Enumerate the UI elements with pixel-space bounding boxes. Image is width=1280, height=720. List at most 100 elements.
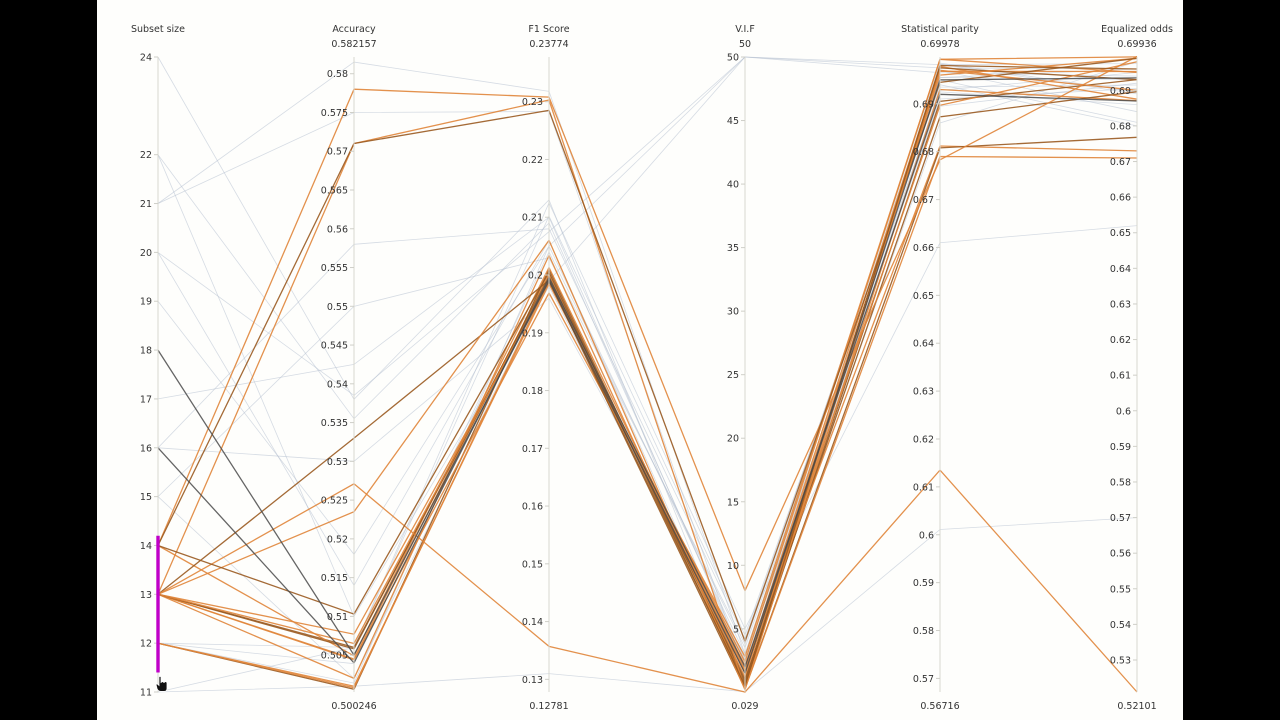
- axis-sp-title: Statistical parity: [901, 24, 979, 35]
- axis-acc-tick-label-10: 0.555: [321, 263, 348, 274]
- data-line-37: [157, 56, 1138, 680]
- parallel-coordinates-plot: Subset size 11 12 13 14 15 16 17 18 19 20 21 22 24 Acc…: [131, 24, 1173, 712]
- axis-subset-tick-label-7: 18: [140, 346, 152, 357]
- axis-sp-tick-label-12: 0.69: [913, 99, 934, 110]
- axis-eo-tick-label-12: 0.65: [1110, 228, 1131, 239]
- axis-vif-tick-label-5: 30: [727, 307, 739, 318]
- axis-eo-tick-label-9: 0.62: [1110, 335, 1131, 346]
- axis-subset-tick-label-8: 19: [140, 297, 152, 308]
- axis-acc-tick-label-15: 0.58: [327, 69, 348, 80]
- axis-sp-tick-label-2: 0.59: [913, 578, 934, 589]
- axis-subset-tick-label-12: 24: [140, 53, 152, 64]
- axis-sp-tick-label-9: 0.66: [913, 243, 934, 254]
- axis-eo-min-label: 0.52101: [1117, 701, 1156, 712]
- axis-subset-tick-label-6: 17: [140, 394, 152, 405]
- axis-f1-min-label: 0.12781: [529, 701, 568, 712]
- axis-eo-tick-label-4: 0.57: [1110, 513, 1131, 524]
- axis-sp-tick-label-5: 0.62: [913, 434, 934, 445]
- axis-eo-tick-label-10: 0.63: [1110, 299, 1131, 310]
- axis-f1-tick-label-0: 0.13: [522, 675, 543, 686]
- polyline-layer: [157, 55, 1138, 693]
- axis-f1-tick-label-10: 0.23: [522, 97, 543, 108]
- axis-eo-tick-label-3: 0.56: [1110, 549, 1131, 560]
- axis-eo-tick-label-15: 0.68: [1110, 121, 1131, 132]
- data-line-8: [157, 58, 1138, 661]
- axis-subset-tick-label-5: 16: [140, 443, 152, 454]
- axis-acc-tick-label-2: 0.515: [321, 573, 348, 584]
- axis-vif-tick-label-7: 40: [727, 180, 739, 191]
- axis-eo-tick-label-0: 0.53: [1110, 655, 1131, 666]
- data-line-22: [157, 77, 1138, 665]
- axis-eo-tick-label-5: 0.58: [1110, 477, 1131, 488]
- axis-acc-tick-label-9: 0.55: [327, 302, 348, 313]
- axis-vif-tick-label-1: 10: [727, 561, 739, 572]
- axis-sp-tick-label-6: 0.63: [913, 387, 934, 398]
- axis-acc-max-label: 0.582157: [331, 39, 376, 50]
- axis-sp-min-label: 0.56716: [920, 701, 959, 712]
- axis-subset-tick-label-10: 21: [140, 199, 152, 210]
- axis-subset-tick-label-9: 20: [140, 248, 152, 259]
- axis-subset-tick-label-3: 14: [140, 541, 152, 552]
- axis-f1-title: F1 Score: [528, 24, 569, 35]
- axis-eo-tick-label-13: 0.66: [1110, 193, 1131, 204]
- axis-vif-tick-label-3: 20: [727, 434, 739, 445]
- axis-acc-tick-label-5: 0.53: [327, 457, 348, 468]
- data-line-25: [157, 201, 1138, 693]
- data-line-30: [157, 56, 1138, 396]
- axis-sp-tick-label-10: 0.67: [913, 195, 934, 206]
- data-line-7: [157, 61, 1138, 676]
- axis-f1-tick-label-2: 0.15: [522, 559, 543, 570]
- data-line-23: [157, 84, 1138, 648]
- axis-eo-tick-label-8: 0.61: [1110, 371, 1131, 382]
- hand-cursor-icon: [155, 676, 168, 692]
- axis-acc-tick-label-1: 0.51: [327, 612, 348, 623]
- axis-sp-tick-label-0: 0.57: [913, 674, 934, 685]
- chart-canvas: Subset size 11 12 13 14 15 16 17 18 19 20 21 22 24 Acc…: [97, 0, 1183, 720]
- axis-vif-tick-label-0: 5: [733, 624, 739, 635]
- axis-acc-tick-label-3: 0.52: [327, 534, 348, 545]
- axis-subset-tick-label-4: 15: [140, 492, 152, 503]
- data-line-18: [157, 64, 1138, 688]
- axis-eo-tick-label-16: 0.69: [1110, 86, 1131, 97]
- axis-eo-tick-label-7: 0.6: [1116, 406, 1131, 417]
- axis-sp-tick-label-1: 0.58: [913, 626, 934, 637]
- axes-layer: Subset size 11 12 13 14 15 16 17 18 19 20 21 22 24 Acc…: [131, 24, 1173, 712]
- data-line-20: [157, 93, 1138, 669]
- data-line-13: [157, 55, 1138, 593]
- data-line-34: [157, 69, 1138, 646]
- data-line-17: [157, 69, 1138, 692]
- data-line-26: [157, 56, 1138, 688]
- axis-eo-max-label: 0.69936: [1117, 39, 1156, 50]
- axis-vif-min-label: 0.029: [731, 701, 758, 712]
- axis-acc-tick-label-14: 0.575: [321, 108, 348, 119]
- data-line-33: [157, 68, 1138, 641]
- axis-vif-tick-label-2: 15: [727, 497, 739, 508]
- axis-vif-tick-label-4: 25: [727, 370, 739, 381]
- axis-sp-tick-label-3: 0.6: [919, 530, 934, 541]
- axis-eo-tick-label-14: 0.67: [1110, 157, 1131, 168]
- axis-f1-tick-label-1: 0.14: [522, 617, 543, 628]
- axis-f1-tick-label-5: 0.18: [522, 386, 543, 397]
- axis-f1-tick-label-8: 0.21: [522, 213, 543, 224]
- axis-acc-tick-label-13: 0.57: [327, 147, 348, 158]
- axis-f1-tick-label-4: 0.17: [522, 444, 543, 455]
- data-line-10: [157, 145, 1138, 668]
- overlay-layer: [155, 535, 168, 692]
- axis-sp-tick-label-7: 0.64: [913, 339, 934, 350]
- axis-eo-tick-label-6: 0.59: [1110, 442, 1131, 453]
- axis-eo-tick-label-2: 0.55: [1110, 584, 1131, 595]
- axis-acc-tick-label-4: 0.525: [321, 496, 348, 507]
- data-line-12: [157, 136, 1138, 691]
- data-line-6: [157, 78, 1138, 687]
- axis-vif-title: V.I.F: [735, 24, 755, 35]
- data-line-16: [157, 469, 1138, 693]
- axis-acc-tick-label-6: 0.535: [321, 418, 348, 429]
- axis-subset-tick-label-1: 12: [140, 639, 152, 650]
- axis-subset-title: Subset size: [131, 24, 185, 35]
- data-line-29: [157, 61, 1138, 675]
- data-line-19: [157, 77, 1138, 676]
- data-line-27: [157, 79, 1138, 662]
- axis-f1-tick-label-6: 0.19: [522, 328, 543, 339]
- axis-eo-tick-label-1: 0.54: [1110, 620, 1131, 631]
- data-line-14: [157, 99, 1138, 691]
